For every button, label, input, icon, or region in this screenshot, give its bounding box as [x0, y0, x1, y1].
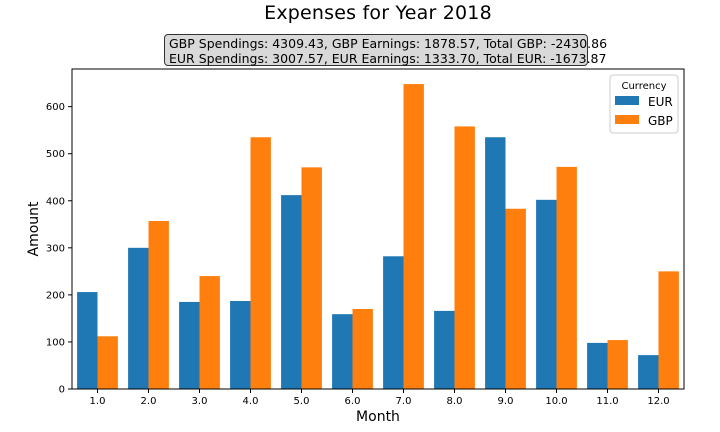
bar-gbp-7 — [403, 84, 424, 389]
y-axis-label: Amount — [26, 201, 42, 257]
x-tick-label: 10.0 — [545, 396, 567, 407]
y-tick-label: 300 — [46, 243, 65, 254]
x-tick-label: 6.0 — [345, 396, 361, 407]
y-tick-label: 400 — [46, 196, 65, 207]
legend-label-gbp: GBP — [648, 114, 673, 128]
bar-eur-9 — [485, 137, 506, 389]
x-tick-label: 1.0 — [90, 396, 106, 407]
bar-eur-8 — [434, 310, 455, 389]
y-axis: 0 100 200 300 400 500 600 — [46, 102, 72, 396]
bar-gbp-9 — [505, 208, 526, 389]
chart-title: Expenses for Year 2018 — [264, 2, 492, 24]
x-tick-label: 5.0 — [294, 396, 310, 407]
y-tick-label: 100 — [46, 337, 65, 348]
plot-frame — [71, 68, 685, 390]
legend-swatch-gbp — [615, 115, 639, 124]
legend-label-eur: EUR — [648, 95, 673, 109]
bars-layer — [77, 84, 679, 389]
bar-gbp-2 — [148, 221, 169, 389]
bar-gbp-10 — [556, 166, 577, 389]
bar-gbp-1 — [97, 336, 118, 389]
bar-gbp-3 — [199, 276, 220, 389]
bar-eur-10 — [536, 199, 557, 389]
y-tick-label: 200 — [46, 290, 65, 301]
bar-eur-4 — [230, 301, 251, 389]
x-tick-label: 11.0 — [596, 396, 618, 407]
bar-gbp-8 — [454, 126, 475, 389]
x-tick-label: 12.0 — [647, 396, 669, 407]
summary-line-eur: EUR Spendings: 3007.57, EUR Earnings: 13… — [169, 51, 607, 66]
summary-line-gbp: GBP Spendings: 4309.43, GBP Earnings: 18… — [169, 36, 608, 51]
bar-gbp-5 — [301, 167, 322, 389]
x-tick-label: 4.0 — [243, 396, 259, 407]
bar-eur-2 — [128, 247, 149, 389]
x-tick-label: 8.0 — [447, 396, 463, 407]
summary-annotation-box: GBP Spendings: 4309.43, GBP Earnings: 18… — [164, 34, 608, 66]
bar-eur-1 — [77, 292, 98, 389]
legend-title: Currency — [621, 81, 666, 92]
x-tick-label: 9.0 — [498, 396, 514, 407]
bar-gbp-6 — [352, 309, 373, 389]
bar-eur-3 — [179, 301, 200, 389]
bar-eur-5 — [281, 195, 302, 389]
bar-gbp-11 — [607, 340, 628, 389]
legend: Currency EUR GBP — [609, 74, 679, 134]
bar-gbp-4 — [250, 137, 271, 389]
bar-eur-6 — [332, 314, 353, 389]
bar-eur-7 — [383, 256, 404, 389]
bar-eur-12 — [638, 355, 659, 389]
x-axis-label: Month — [356, 409, 400, 425]
y-tick-label: 0 — [59, 385, 65, 396]
legend-swatch-eur — [615, 96, 639, 105]
y-tick-label: 500 — [46, 149, 65, 160]
x-axis: 1.0 2.0 3.0 4.0 5.0 6.0 7.0 8.0 9.0 10.0 11.0 12.0 — [90, 389, 670, 407]
x-tick-label: 7.0 — [396, 396, 412, 407]
x-tick-label: 2.0 — [141, 396, 157, 407]
y-tick-label: 600 — [46, 102, 65, 113]
x-tick-label: 3.0 — [192, 396, 208, 407]
bar-gbp-12 — [658, 271, 679, 389]
bar-eur-11 — [587, 342, 608, 389]
